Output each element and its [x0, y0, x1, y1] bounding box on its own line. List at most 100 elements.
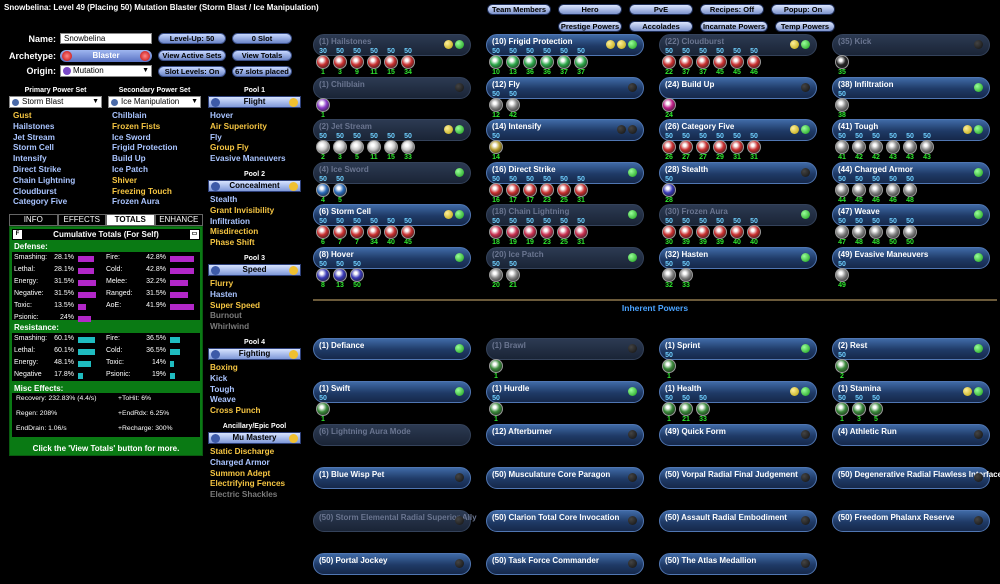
enhancement-icon[interactable]	[903, 140, 917, 154]
power-slot[interactable]: (38) Infiltration	[832, 76, 990, 99]
secondary-power-item[interactable]: Ice Sword	[112, 132, 151, 142]
enhancement-icon[interactable]	[869, 182, 883, 197]
enhancement-icon[interactable]	[489, 140, 503, 154]
enhancement-icon[interactable]	[333, 225, 347, 239]
power-slot[interactable]: (50) Portal Jockey	[313, 553, 471, 575]
pool-power-item[interactable]: Flurry	[210, 279, 234, 288]
enhancement-icon[interactable]	[713, 140, 727, 154]
secondary-power-item[interactable]: Frigid Protection	[112, 143, 178, 153]
prestige-powers-button[interactable]: Prestige Powers	[558, 21, 622, 32]
primary-power-item[interactable]: Direct Strike	[13, 164, 62, 174]
power-slot[interactable]: (50) Assault Radial Embodiment	[659, 510, 817, 532]
power-slot[interactable]: (12) Afterburner	[486, 424, 644, 446]
enhancement-icon[interactable]	[835, 267, 849, 282]
power-slot[interactable]: (18) Chain Lightning	[486, 204, 644, 226]
enhancement-icon[interactable]	[574, 182, 588, 197]
enhancement-icon[interactable]	[574, 225, 588, 239]
enhancement-icon[interactable]	[835, 140, 849, 154]
pool-select[interactable]: Flight	[208, 96, 301, 108]
enhancement-icon[interactable]	[523, 182, 537, 197]
pool-power-item[interactable]: Electric Shackles	[210, 490, 278, 500]
enhancement-icon[interactable]	[574, 55, 588, 69]
power-slot[interactable]: (32) Hasten	[659, 246, 817, 269]
name-input[interactable]: Snowbelina	[60, 33, 152, 44]
enhancement-icon[interactable]	[489, 402, 503, 416]
enhancement-icon[interactable]	[401, 140, 415, 154]
power-slot[interactable]: (1) Blue Wisp Pet	[313, 467, 471, 489]
power-slot[interactable]: (50) The Atlas Medallion	[659, 553, 817, 575]
enhancement-icon[interactable]	[523, 55, 537, 69]
pool-power-item[interactable]: Hasten	[210, 289, 238, 299]
recipes-toggle[interactable]: Recipes: Off	[700, 4, 764, 15]
enhancement-icon[interactable]	[852, 182, 866, 197]
enhancement-icon[interactable]	[367, 140, 381, 154]
enhancement-icon[interactable]	[679, 140, 693, 154]
enhancement-icon[interactable]	[506, 97, 520, 112]
pool-power-item[interactable]: Cross Punch	[210, 406, 261, 416]
pool-power-item[interactable]: Air Superiority	[210, 121, 267, 131]
power-slot[interactable]: (1) Chilblain	[313, 76, 471, 99]
enhancement-icon[interactable]	[747, 55, 761, 69]
enhancement-icon[interactable]	[333, 55, 347, 69]
enhancement-icon[interactable]	[367, 225, 381, 239]
enhancement-icon[interactable]	[489, 267, 503, 282]
power-slot[interactable]: (35) Kick	[832, 34, 990, 56]
enhancement-icon[interactable]	[852, 140, 866, 154]
enhancement-icon[interactable]	[835, 97, 849, 112]
enhancement-icon[interactable]	[489, 359, 503, 373]
pool-power-item[interactable]: Summon Adept	[210, 468, 271, 478]
enhancement-icon[interactable]	[852, 225, 866, 239]
primary-power-item[interactable]: Hailstones	[13, 121, 55, 131]
enhancement-icon[interactable]	[835, 182, 849, 197]
power-slot[interactable]: (1) Sprint	[659, 338, 817, 360]
enhancement-icon[interactable]	[730, 55, 744, 69]
pool-power-item[interactable]: Stealth	[210, 195, 238, 204]
enhancement-icon[interactable]	[903, 225, 917, 239]
pool-power-item[interactable]: Misdirection	[210, 227, 259, 237]
pool-power-item[interactable]: Kick	[210, 373, 228, 383]
enhancement-icon[interactable]	[506, 182, 520, 197]
origin-select[interactable]: Mutation ▼	[60, 65, 152, 77]
enhancement-icon[interactable]	[316, 97, 330, 112]
enhancement-icon[interactable]	[540, 182, 554, 197]
power-slot[interactable]: (8) Hover	[313, 246, 471, 269]
enhancement-icon[interactable]	[350, 267, 364, 282]
tab-enhance[interactable]: ENHANCE	[154, 214, 203, 226]
enhancement-icon[interactable]	[506, 267, 520, 282]
enhancement-icon[interactable]	[350, 225, 364, 239]
pool-select[interactable]: Mu Mastery	[208, 432, 301, 444]
popup-toggle[interactable]: Popup: On	[771, 4, 835, 15]
power-slot[interactable]: (20) Ice Patch	[486, 246, 644, 269]
enhancement-icon[interactable]	[489, 97, 503, 112]
secondary-power-item[interactable]: Shiver	[112, 175, 138, 185]
enhancement-icon[interactable]	[679, 55, 693, 69]
view-totals-button[interactable]: View Totals	[232, 50, 292, 61]
primary-power-item[interactable]: Jet Stream	[13, 132, 55, 142]
power-slot[interactable]: (50) Degenerative Radial Flawless Interf…	[832, 467, 1000, 489]
enhancement-icon[interactable]	[886, 140, 900, 154]
secondary-power-item[interactable]: Freezing Touch	[112, 186, 172, 196]
slot-button[interactable]: 0 Slot	[232, 33, 292, 44]
pool-power-item[interactable]: Charged Armor	[210, 457, 270, 467]
enhancement-icon[interactable]	[920, 140, 934, 154]
power-slot[interactable]: (50) Clarion Total Core Invocation	[486, 510, 644, 532]
slot-levels-toggle[interactable]: Slot Levels: On	[158, 66, 226, 77]
power-slot[interactable]: (49) Evasive Maneuvers	[832, 246, 990, 269]
hero-toggle[interactable]: Hero	[558, 4, 622, 15]
enhancement-icon[interactable]	[696, 55, 710, 69]
enhancement-icon[interactable]	[662, 359, 676, 373]
power-slot[interactable]: (4) Athletic Run	[832, 424, 990, 446]
enhancement-icon[interactable]	[835, 402, 849, 416]
enhancement-icon[interactable]	[869, 402, 883, 416]
power-slot[interactable]: (50) Task Force Commander	[486, 553, 644, 575]
power-slot[interactable]: (49) Quick Form	[659, 424, 817, 446]
primary-power-item[interactable]: Gust	[13, 111, 32, 120]
enhancement-icon[interactable]	[489, 225, 503, 239]
enhancement-icon[interactable]	[696, 225, 710, 239]
secondary-power-item[interactable]: Frozen Aura	[112, 197, 160, 207]
tab-effects[interactable]: EFFECTS	[57, 214, 106, 226]
enhancement-icon[interactable]	[747, 140, 761, 154]
primary-power-item[interactable]: Storm Cell	[13, 143, 54, 153]
enhancement-icon[interactable]	[333, 182, 347, 197]
power-slot[interactable]: (1) Hurdle	[486, 381, 644, 403]
